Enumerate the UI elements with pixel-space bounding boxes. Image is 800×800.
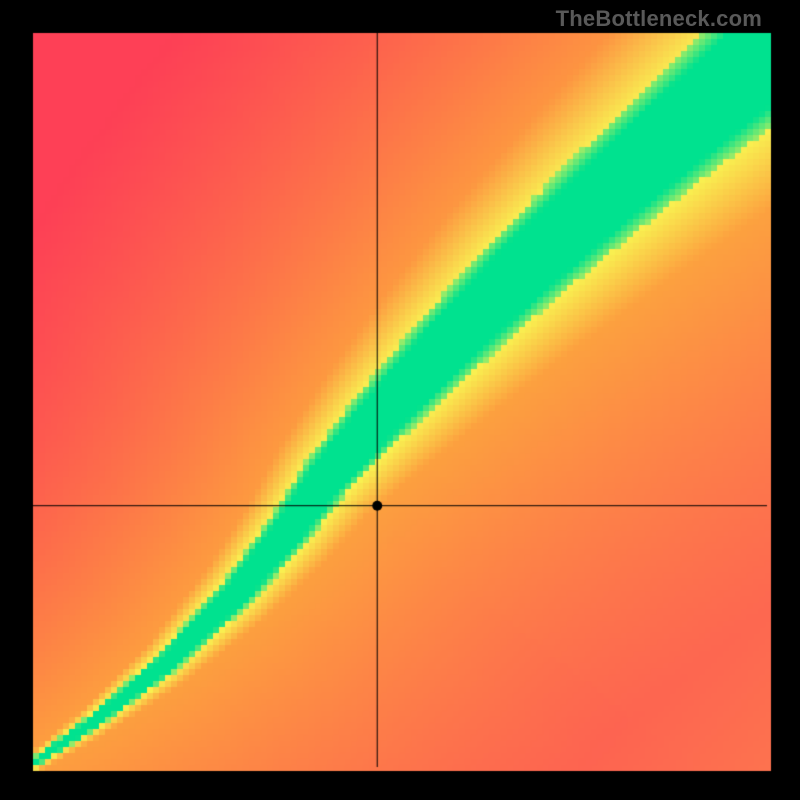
- bottleneck-heatmap: [0, 0, 800, 800]
- watermark-text: TheBottleneck.com: [556, 6, 762, 32]
